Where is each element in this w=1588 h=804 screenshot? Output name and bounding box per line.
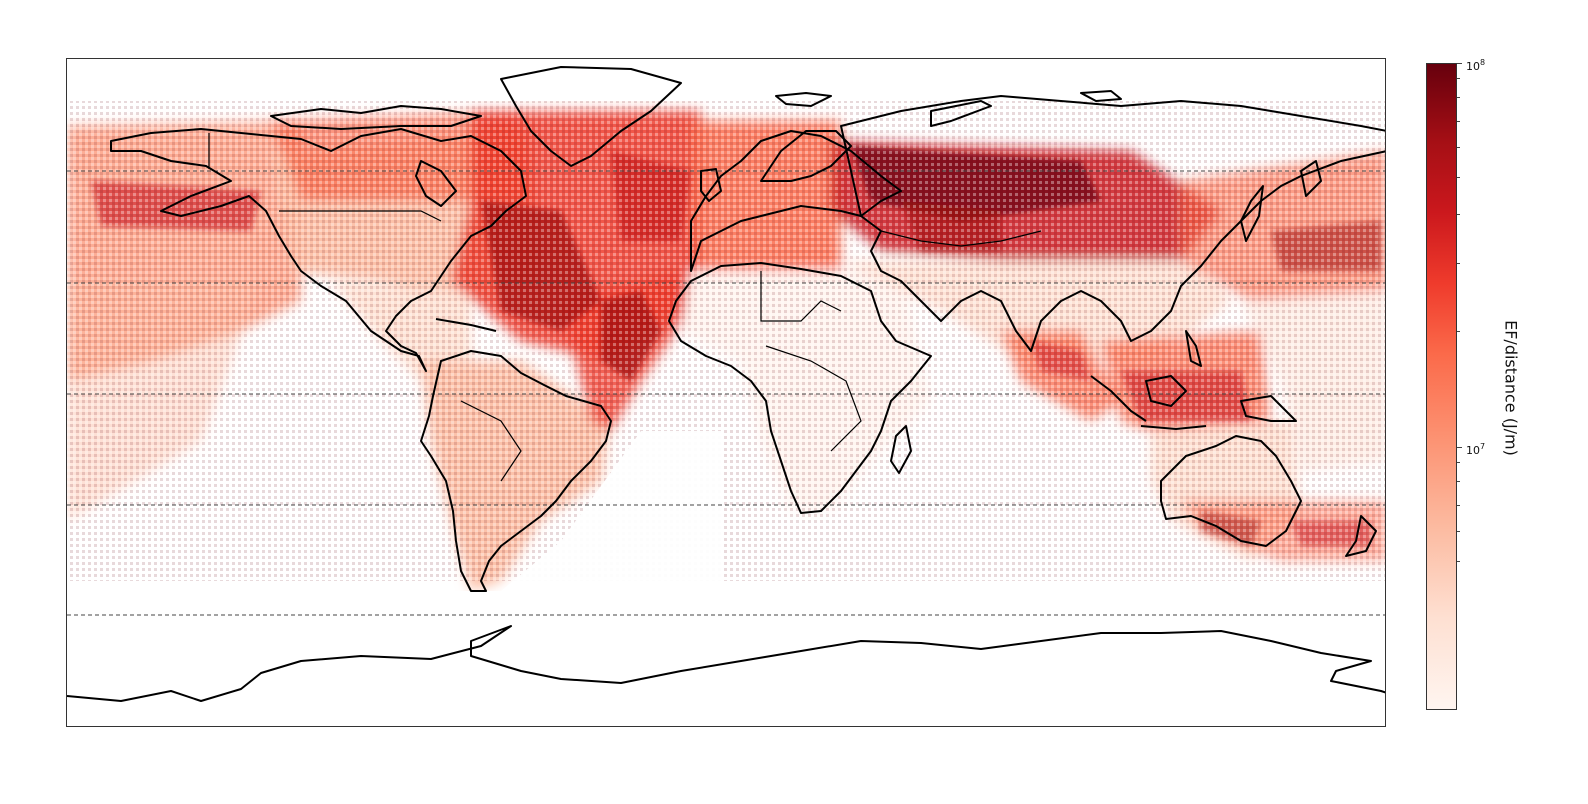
arctic-blank <box>67 59 1385 101</box>
coast-japan <box>1240 185 1264 242</box>
colorbar-title: EF/distance (J/m) <box>1501 320 1521 456</box>
coast-australia <box>1160 435 1302 547</box>
colorbar-tick-major <box>1457 63 1462 64</box>
colorbar-tick-minor <box>1457 263 1460 264</box>
colorbar-tick-minor <box>1457 561 1460 562</box>
colorbar-tick-minor <box>1457 121 1460 122</box>
southern-ocean-blank <box>67 591 1385 726</box>
coast-arctic-islands <box>270 105 482 130</box>
colorbar-tick-minor <box>1457 147 1460 148</box>
colorbar-tick-minor <box>1457 214 1460 215</box>
heatmap-map <box>67 59 1385 726</box>
border-us-canada <box>279 210 442 222</box>
coast-hudson-bay <box>415 160 457 207</box>
border-central-asia <box>880 230 1042 247</box>
colorbar-tick-minor <box>1457 177 1460 178</box>
colorbar-tick-minor <box>1457 331 1460 332</box>
heat-texture <box>67 101 1385 581</box>
colorbar-tick-minor <box>1457 97 1460 98</box>
coast-svalbard <box>775 92 832 107</box>
coast-novaya-zemlya <box>930 100 992 127</box>
coastlines <box>67 66 1385 702</box>
colorbar-tick-minor <box>1457 78 1460 79</box>
border-south-america <box>460 400 522 482</box>
colorbar-tick-minor <box>1457 505 1460 506</box>
coast-south-america <box>420 350 612 592</box>
coast-kamchatka <box>1300 160 1322 197</box>
coast-africa <box>668 262 932 514</box>
coast-antarctica <box>67 625 1385 702</box>
coast-new-zealand <box>1345 515 1377 557</box>
coast-uk <box>700 168 722 202</box>
border-north-africa <box>760 271 842 322</box>
colorbar-tick-minor <box>1457 531 1460 532</box>
south-atlantic-blank <box>501 431 721 591</box>
colorbar-label-1e8: 108 <box>1466 58 1486 73</box>
border-central-africa <box>765 345 862 452</box>
coast-greenland <box>500 66 682 167</box>
coast-indonesia <box>1090 375 1147 422</box>
colorbar <box>1426 63 1457 710</box>
colorbar-label-1e7: 107 <box>1466 442 1486 457</box>
coast-philippines <box>1185 330 1202 367</box>
coast-new-siberian <box>1080 90 1122 102</box>
coast-new-guinea <box>1240 395 1297 422</box>
coast-scandinavia <box>760 130 852 182</box>
colorbar-tick-minor <box>1457 462 1460 463</box>
country-borders <box>208 133 1042 482</box>
map-axes <box>66 58 1386 727</box>
colorbar-tick-minor <box>1457 481 1460 482</box>
coast-borneo <box>1145 375 1187 407</box>
coast-europe <box>690 130 902 272</box>
coast-java <box>1140 425 1207 430</box>
coast-madagascar <box>890 425 912 474</box>
coast-cuba <box>435 318 497 332</box>
coast-asia <box>840 95 1385 352</box>
colorbar-tick-major <box>1457 447 1462 448</box>
coast-north-america <box>110 128 527 372</box>
